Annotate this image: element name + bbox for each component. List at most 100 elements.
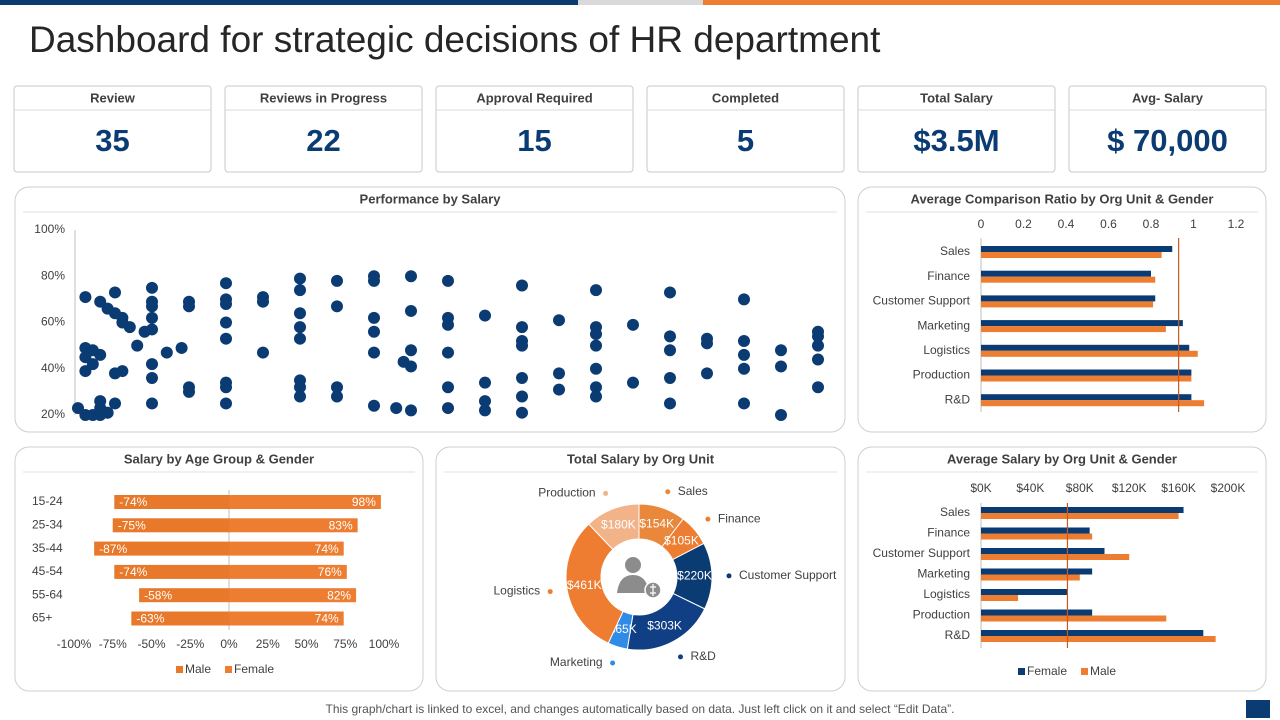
scatter-point xyxy=(516,390,528,403)
category-label: R&D xyxy=(691,649,717,663)
scatter-point xyxy=(627,318,639,331)
scatter-point xyxy=(220,316,232,329)
scatter-point xyxy=(146,397,158,410)
scatter-point xyxy=(442,274,454,287)
scatter-point xyxy=(79,365,92,378)
data-label: 76% xyxy=(318,565,342,579)
icon-head xyxy=(625,557,641,573)
scatter-point xyxy=(368,274,380,287)
panel xyxy=(435,446,846,692)
scatter-point xyxy=(479,376,491,389)
scatter-point xyxy=(331,300,343,313)
bar xyxy=(229,611,344,626)
bar xyxy=(981,615,1167,622)
x-tick-label: -75% xyxy=(99,637,127,651)
bar xyxy=(981,400,1205,407)
scatter-point xyxy=(405,270,417,283)
bar xyxy=(981,295,1156,302)
scatter-point xyxy=(146,281,158,294)
scatter-point xyxy=(812,339,824,352)
category-label: Production xyxy=(913,368,970,382)
data-label: -74% xyxy=(119,495,147,509)
category-label: 35-44 xyxy=(32,541,63,555)
x-tick-label: 0.8 xyxy=(1143,217,1160,231)
leader-dot xyxy=(665,489,671,495)
scatter-point xyxy=(368,346,380,359)
panel-title: Average Salary by Org Unit & Gender xyxy=(947,451,1177,466)
scatter-point xyxy=(220,397,232,410)
bar xyxy=(981,369,1192,376)
bar xyxy=(981,574,1080,581)
category-label: Customer Support xyxy=(739,568,837,582)
scatter-point xyxy=(331,390,343,403)
bar xyxy=(114,495,229,509)
kpi-label: Avg- Salary xyxy=(1132,90,1204,105)
kpi-label: Approval Required xyxy=(476,90,592,105)
x-tick-label: -25% xyxy=(176,637,204,651)
bar xyxy=(981,548,1105,554)
scatter-point xyxy=(553,367,565,380)
scatter-point xyxy=(516,321,528,334)
scatter-point xyxy=(405,404,417,417)
scatter-point xyxy=(516,339,528,352)
kpi-label: Reviews in Progress xyxy=(260,90,387,105)
scatter-point xyxy=(220,381,232,394)
top-bar-gray xyxy=(578,0,703,5)
x-tick-label: -100% xyxy=(57,637,92,651)
bar xyxy=(981,301,1154,308)
category-label: Finance xyxy=(927,526,970,540)
panel xyxy=(14,186,846,433)
scatter-point xyxy=(553,314,565,327)
x-tick-label: $0K xyxy=(970,481,991,495)
scatter-point xyxy=(405,360,417,373)
scatter-point xyxy=(294,332,306,345)
scatter-point xyxy=(109,286,121,299)
scatter-point xyxy=(220,332,232,345)
donut-slice xyxy=(565,523,624,644)
scatter-point xyxy=(116,365,129,378)
scatter-point xyxy=(109,397,121,410)
kpi-value: 15 xyxy=(517,123,551,158)
kpi-value: 22 xyxy=(306,123,340,158)
leader-dot xyxy=(705,516,711,522)
leader-dot xyxy=(610,660,616,666)
scatter-point xyxy=(442,402,454,415)
leader-dot xyxy=(603,490,609,496)
category-label: 25-34 xyxy=(32,517,63,531)
data-label: 74% xyxy=(315,612,339,626)
category-label: 55-64 xyxy=(32,587,63,601)
scatter-point xyxy=(160,346,173,359)
scatter-point xyxy=(442,381,454,394)
kpi-label: Completed xyxy=(712,90,779,105)
top-bar-navy xyxy=(0,0,578,5)
scatter-point xyxy=(146,358,158,371)
bar xyxy=(981,344,1190,351)
bar xyxy=(139,588,229,603)
scatter-point xyxy=(516,372,528,384)
category-label: Customer Support xyxy=(873,546,971,560)
leader-dot xyxy=(726,573,732,579)
bar xyxy=(981,630,1204,636)
bar xyxy=(981,246,1173,252)
scatter-point xyxy=(294,307,306,320)
bar xyxy=(94,541,230,556)
top-bar-orange xyxy=(703,0,1280,5)
scatter-point xyxy=(390,402,403,415)
scatter-point xyxy=(664,397,676,410)
x-tick-label: 25% xyxy=(256,637,280,651)
scatter-point xyxy=(775,344,787,357)
bar xyxy=(981,636,1216,642)
scatter-point xyxy=(627,376,639,389)
x-tick-label: 50% xyxy=(294,637,318,651)
category-label: Logistics xyxy=(923,343,970,357)
data-label: -58% xyxy=(144,588,172,602)
x-tick-label: $80K xyxy=(1066,481,1094,495)
kpi-card xyxy=(13,85,212,173)
data-label: 83% xyxy=(329,518,353,532)
scatter-point xyxy=(590,362,602,375)
scatter-point xyxy=(738,335,750,347)
scatter-point xyxy=(131,339,144,352)
x-tick-label: 1.2 xyxy=(1228,217,1245,231)
x-tick-label: $40K xyxy=(1016,481,1044,495)
category-label: Sales xyxy=(940,505,970,519)
